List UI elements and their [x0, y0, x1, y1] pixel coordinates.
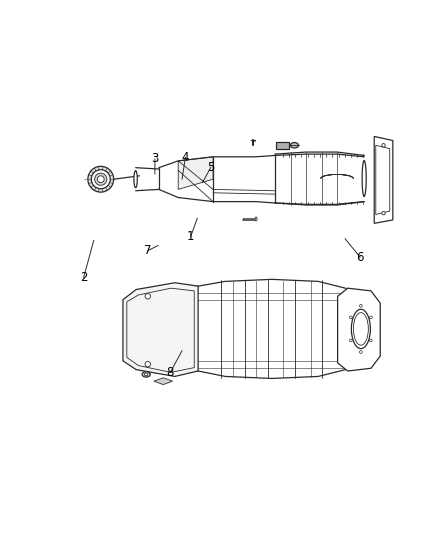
Polygon shape — [374, 136, 393, 223]
Ellipse shape — [353, 313, 368, 345]
Ellipse shape — [370, 339, 372, 342]
Ellipse shape — [97, 176, 104, 183]
Ellipse shape — [134, 171, 138, 188]
Polygon shape — [338, 288, 380, 371]
Ellipse shape — [255, 217, 257, 221]
Text: 2: 2 — [80, 271, 87, 284]
Polygon shape — [154, 378, 173, 385]
Ellipse shape — [95, 173, 107, 185]
Ellipse shape — [362, 160, 366, 197]
Text: 5: 5 — [207, 161, 215, 174]
Text: 6: 6 — [357, 251, 364, 264]
Ellipse shape — [382, 212, 385, 215]
Ellipse shape — [360, 304, 362, 307]
Text: 4: 4 — [182, 151, 189, 164]
Ellipse shape — [145, 361, 151, 367]
Ellipse shape — [360, 351, 362, 353]
FancyBboxPatch shape — [276, 142, 289, 149]
Ellipse shape — [145, 294, 151, 299]
Ellipse shape — [88, 166, 113, 192]
Text: 3: 3 — [151, 152, 159, 165]
Text: 7: 7 — [145, 244, 152, 257]
Text: 1: 1 — [187, 230, 194, 244]
Ellipse shape — [145, 373, 148, 376]
Polygon shape — [123, 282, 198, 376]
Text: 8: 8 — [166, 366, 174, 379]
Ellipse shape — [382, 143, 385, 147]
Ellipse shape — [351, 309, 371, 349]
Ellipse shape — [290, 142, 299, 148]
Polygon shape — [178, 157, 213, 189]
Polygon shape — [376, 146, 390, 214]
Ellipse shape — [350, 316, 352, 319]
Ellipse shape — [142, 372, 150, 377]
Ellipse shape — [350, 339, 352, 342]
Ellipse shape — [91, 169, 110, 189]
Ellipse shape — [370, 316, 372, 319]
